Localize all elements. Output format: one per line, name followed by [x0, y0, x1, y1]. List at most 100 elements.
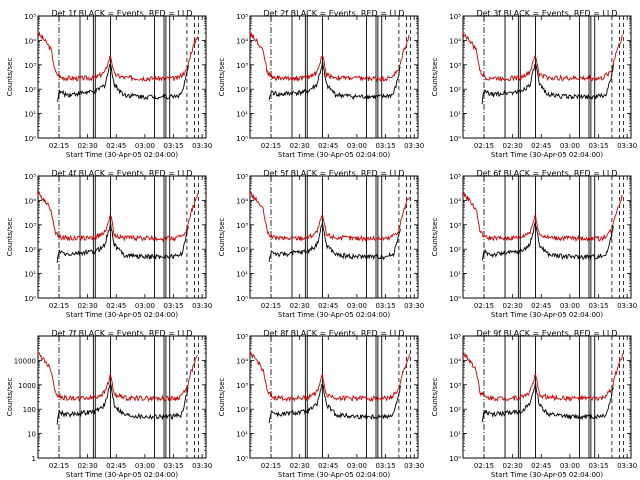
y-tick-label: 10³ — [449, 222, 461, 230]
x-tick-label: 03:30 — [617, 462, 637, 470]
y-tick-label: 10⁵ — [236, 13, 248, 21]
series-events-line — [481, 222, 614, 261]
y-tick-label: 10³ — [449, 62, 461, 70]
y-tick-label: 10¹ — [236, 111, 248, 119]
y-tick-label: 10⁴ — [449, 37, 461, 45]
series-events-line — [56, 63, 189, 102]
y-tick-label: 10⁵ — [24, 173, 36, 181]
y-tick-label: 10¹ — [24, 111, 36, 119]
y-tick-label: 10³ — [236, 62, 248, 70]
series-events-line — [268, 61, 401, 101]
y-axis-label: Counts/sec — [218, 378, 226, 417]
panel-2: Det 2f BLACK = Events, RED = LLD 10⁰ 10¹ 10… — [218, 9, 424, 159]
panel-title: Det 4f BLACK = Events, RED = LLD — [51, 169, 192, 178]
series-lld-line — [462, 353, 624, 402]
x-tick-label: 02:30 — [503, 302, 523, 310]
y-tick-label: 10⁴ — [449, 357, 461, 365]
panel-8: Det 8f BLACK = Events, RED = LLD 10⁰ 10¹ 10… — [218, 329, 424, 479]
panel-3: Det 3f BLACK = Events, RED = LLD 10⁰ 10¹ 10… — [431, 9, 637, 159]
x-tick-label: 02:45 — [106, 462, 126, 470]
x-axis-label: Start Time (30-Apr-05 02:04:00) — [278, 151, 390, 159]
series-events-line — [481, 381, 614, 423]
x-tick-label: 03:15 — [588, 142, 608, 150]
x-tick-label: 02:15 — [261, 142, 281, 150]
plot-frame — [249, 175, 419, 299]
x-tick-label: 02:30 — [503, 462, 523, 470]
y-tick-label: 10² — [236, 406, 248, 414]
x-tick-label: 02:15 — [49, 302, 69, 310]
y-tick-label: 10⁰ — [24, 135, 36, 143]
x-axis-label: Start Time (30-Apr-05 02:04:00) — [66, 471, 178, 479]
series-events-line — [56, 382, 189, 425]
x-tick-label: 03:30 — [192, 462, 212, 470]
panel-title: Det 2f BLACK = Events, RED = LLD — [263, 9, 404, 18]
series-events-line — [481, 62, 614, 105]
y-tick-label: 100 — [23, 406, 36, 414]
series-lld-line — [37, 190, 199, 243]
x-axis-label: Start Time (30-Apr-05 02:04:00) — [66, 311, 178, 319]
x-tick-label: 02:30 — [290, 142, 310, 150]
x-tick-label: 02:45 — [106, 302, 126, 310]
y-tick-label: 10⁴ — [24, 197, 36, 205]
y-axis-label: Counts/sec — [218, 58, 226, 97]
y-tick-label: 10¹ — [449, 431, 461, 439]
y-tick-label: 10⁰ — [236, 295, 248, 303]
x-tick-label: 02:45 — [318, 302, 338, 310]
x-tick-label: 02:45 — [318, 462, 338, 470]
panel-title: Det 7f BLACK = Events, RED = LLD — [51, 329, 192, 338]
x-tick-label: 03:30 — [617, 142, 637, 150]
y-tick-label: 10⁵ — [236, 173, 248, 181]
x-axis-label: Start Time (30-Apr-05 02:04:00) — [491, 471, 603, 479]
y-tick-label: 10⁵ — [24, 13, 36, 21]
panel-title: Det 3f BLACK = Events, RED = LLD — [476, 9, 617, 18]
series-lld-line — [249, 32, 410, 83]
plot-frame — [249, 335, 419, 459]
panel-title: Det 8f BLACK = Events, RED = LLD — [263, 329, 404, 338]
y-tick-label: 1 — [32, 455, 36, 463]
x-tick-label: 02:45 — [531, 142, 551, 150]
x-tick-label: 03:15 — [375, 142, 395, 150]
y-axis-label: Counts/sec — [431, 58, 439, 97]
x-tick-label: 02:15 — [261, 462, 281, 470]
y-tick-label: 10⁰ — [449, 455, 461, 463]
y-tick-label: 10⁴ — [24, 37, 36, 45]
plot-frame — [249, 15, 419, 139]
series-lld-line — [462, 31, 624, 83]
plot-frame — [462, 15, 632, 139]
y-axis-label: Counts/sec — [6, 378, 14, 417]
y-tick-label: 10⁰ — [24, 295, 36, 303]
plot-frame — [462, 335, 632, 459]
x-tick-label: 02:15 — [49, 462, 69, 470]
x-tick-label: 03:15 — [588, 302, 608, 310]
y-tick-label: 10⁴ — [236, 197, 248, 205]
series-lld-line — [37, 351, 198, 403]
x-tick-label: 03:00 — [560, 142, 580, 150]
x-tick-label: 02:30 — [290, 302, 310, 310]
plot-frame — [37, 175, 207, 299]
x-tick-label: 02:15 — [474, 302, 494, 310]
x-tick-label: 02:30 — [78, 142, 98, 150]
y-tick-label: 10³ — [24, 222, 36, 230]
panel-title: Det 5f BLACK = Events, RED = LLD — [263, 169, 404, 178]
x-tick-label: 02:45 — [318, 142, 338, 150]
x-tick-label: 03:00 — [347, 142, 367, 150]
y-tick-label: 10² — [24, 246, 36, 254]
y-tick-label: 1000 — [18, 382, 36, 390]
series-lld-line — [37, 31, 199, 83]
y-tick-label: 10² — [449, 86, 461, 94]
y-tick-label: 10⁴ — [236, 37, 248, 45]
y-tick-label: 10 — [27, 431, 36, 439]
y-tick-label: 10⁵ — [449, 13, 461, 21]
y-tick-label: 10² — [24, 86, 36, 94]
series-lld-line — [249, 350, 411, 403]
series-lld-line — [249, 191, 411, 243]
x-axis-label: Start Time (30-Apr-05 02:04:00) — [278, 471, 390, 479]
x-tick-label: 03:15 — [163, 142, 183, 150]
x-tick-label: 03:00 — [135, 302, 155, 310]
y-tick-label: 10⁴ — [449, 197, 461, 205]
y-tick-label: 10² — [449, 246, 461, 254]
x-tick-label: 03:30 — [404, 462, 424, 470]
x-tick-label: 03:15 — [163, 462, 183, 470]
plot-frame — [462, 175, 632, 299]
